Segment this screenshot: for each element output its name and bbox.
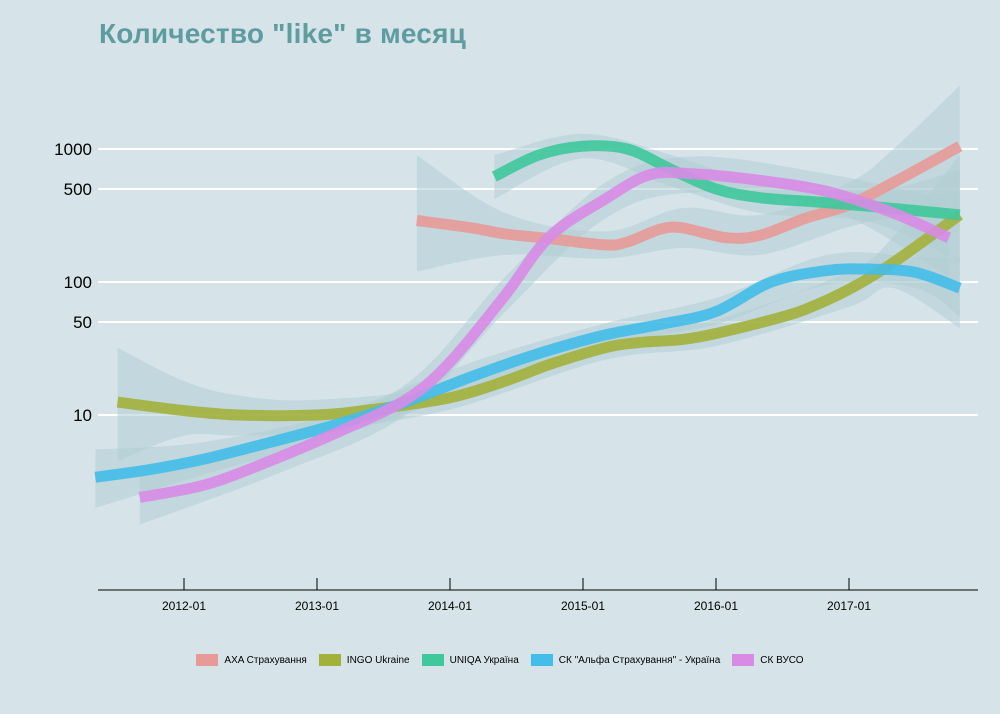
y-tick-label: 50 [73, 313, 92, 332]
legend-key [318, 654, 341, 666]
x-tick-label: 2015-01 [561, 599, 605, 613]
series-line [94, 263, 962, 483]
x-tick-label: 2013-01 [295, 599, 339, 613]
confidence-band [494, 133, 960, 263]
series-line [116, 210, 964, 422]
legend-label: СК "Альфа Страхування" - Україна [558, 654, 721, 666]
legend-item: AXA Страхування [196, 654, 307, 666]
y-tick-label: 10 [73, 406, 92, 425]
y-tick-label: 100 [64, 273, 92, 292]
legend-label: AXA Страхування [224, 654, 307, 666]
series-line [491, 140, 961, 221]
legend-key [196, 654, 219, 666]
legend: AXA Страхування INGO Ukraine UNIQA Україна… [0, 654, 1000, 666]
legend-label: СК ВУСО [760, 654, 804, 666]
y-tick-label: 500 [64, 180, 92, 199]
x-tick-label: 2017-01 [827, 599, 871, 613]
legend-item: INGO Ukraine [318, 654, 410, 666]
legend-item: UNIQA Україна [421, 654, 519, 666]
y-tick-label: 1000 [54, 140, 92, 159]
confidence-band [416, 85, 960, 272]
legend-key [421, 654, 444, 666]
legend-key [732, 654, 755, 666]
legend-key [530, 654, 553, 666]
x-tick-label: 2016-01 [694, 599, 738, 613]
x-tick-label: 2014-01 [428, 599, 472, 613]
confidence-band [117, 155, 960, 462]
legend-item: СК ВУСО [732, 654, 804, 666]
series-line [138, 166, 952, 503]
legend-label: UNIQA Україна [449, 654, 519, 666]
x-tick-label: 2012-01 [162, 599, 206, 613]
legend-label: INGO Ukraine [346, 654, 410, 666]
legend-item: СК "Альфа Страхування" - Україна [530, 654, 721, 666]
chart-title: Количество "like" в месяц [99, 18, 467, 49]
